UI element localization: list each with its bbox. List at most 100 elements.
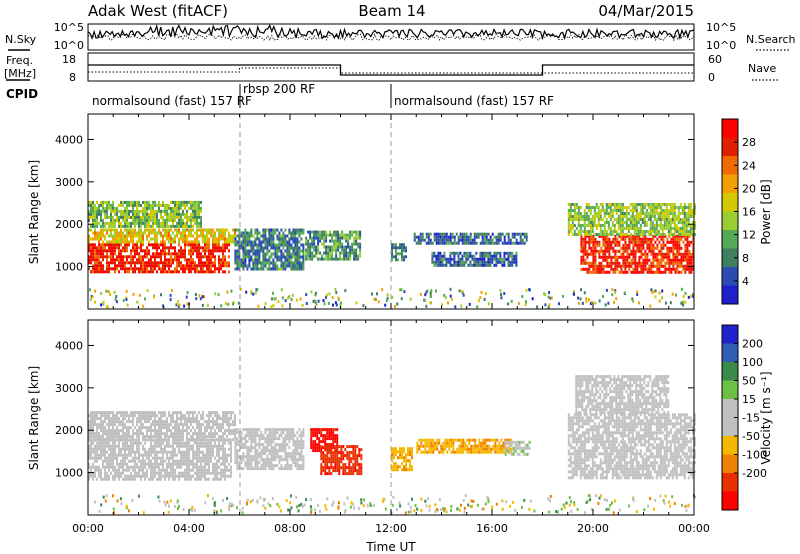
data-cell — [573, 230, 576, 233]
data-cell — [140, 255, 142, 259]
data-cell — [236, 255, 239, 259]
data-cell — [128, 468, 130, 472]
data-cell — [134, 264, 136, 268]
data-cell — [465, 260, 468, 264]
data-cell — [180, 417, 182, 421]
data-cell — [92, 212, 94, 216]
data-cell — [282, 252, 285, 256]
data-cell — [286, 264, 289, 268]
data-cell — [202, 240, 204, 244]
speckle-cell — [169, 293, 172, 297]
data-cell — [669, 212, 672, 215]
data-cell — [234, 255, 237, 259]
data-cell — [616, 267, 619, 271]
data-cell — [92, 267, 94, 271]
data-cell — [246, 255, 249, 259]
data-cell — [663, 233, 666, 236]
data-cell — [357, 230, 360, 234]
data-cell — [665, 221, 668, 224]
data-cell — [339, 251, 342, 255]
data-cell — [100, 474, 102, 478]
data-cell — [569, 206, 572, 209]
data-cell — [509, 251, 512, 255]
data-cell — [194, 231, 196, 235]
data-cell — [106, 459, 108, 463]
data-cell — [228, 447, 230, 451]
data-cell — [144, 465, 146, 469]
data-cell — [681, 209, 684, 212]
data-cell — [260, 264, 263, 268]
data-cell — [664, 267, 667, 271]
data-cell — [116, 206, 118, 210]
speckle-cell — [376, 292, 378, 296]
data-cell — [254, 261, 257, 265]
data-cell — [445, 235, 448, 239]
data-cell — [100, 456, 102, 460]
data-cell — [114, 218, 116, 222]
data-cell — [196, 459, 198, 463]
data-cell — [158, 423, 160, 427]
data-cell — [138, 228, 140, 232]
data-cell — [170, 417, 172, 421]
data-cell — [619, 215, 622, 218]
data-cell — [266, 240, 269, 244]
data-cell — [286, 249, 289, 253]
data-cell — [192, 456, 194, 460]
data-cell — [351, 251, 354, 255]
data-cell — [683, 203, 686, 206]
data-cell — [112, 243, 114, 247]
speckle-cell — [377, 300, 380, 304]
data-cell — [463, 232, 466, 236]
data-cell — [671, 233, 674, 236]
data-cell — [635, 215, 638, 218]
y-tick-label: 1000 — [55, 261, 83, 274]
data-cell — [689, 209, 692, 212]
data-cell — [341, 230, 344, 234]
data-cell — [196, 206, 198, 210]
cpid-segment-2: rbsp 200 RF — [243, 82, 315, 96]
data-cell — [208, 270, 210, 274]
data-cell — [144, 209, 146, 213]
data-cell — [495, 257, 498, 261]
data-cell — [218, 237, 220, 241]
data-cell — [104, 246, 106, 250]
speckle-cell — [257, 304, 260, 308]
data-cell — [170, 264, 172, 268]
data-cell — [106, 456, 108, 460]
data-cell — [501, 263, 504, 267]
data-cell — [660, 255, 663, 259]
speckle-cell — [649, 304, 652, 308]
data-cell — [335, 239, 338, 243]
data-cell — [670, 249, 673, 253]
data-cell — [637, 230, 640, 233]
data-cell — [92, 435, 94, 439]
data-cell — [687, 212, 690, 215]
data-cell — [184, 462, 186, 466]
data-cell — [669, 206, 672, 209]
data-cell — [180, 231, 182, 235]
data-cell — [688, 234, 691, 238]
data-cell — [606, 270, 609, 274]
data-cell — [184, 423, 186, 427]
data-cell — [92, 420, 94, 424]
data-cell — [162, 234, 164, 238]
data-cell — [618, 240, 621, 244]
data-cell — [122, 420, 124, 424]
data-cell — [108, 465, 110, 469]
data-cell — [152, 264, 154, 268]
data-cell — [288, 237, 291, 241]
data-cell — [190, 212, 192, 216]
data-cell — [435, 235, 438, 239]
data-cell — [148, 462, 150, 466]
data-cell — [290, 267, 293, 271]
data-cell — [180, 267, 182, 271]
data-cell — [124, 240, 126, 244]
data-cell — [588, 234, 591, 238]
data-cell — [92, 215, 94, 219]
data-cell — [154, 432, 156, 436]
data-cell — [677, 209, 680, 212]
data-cell — [150, 435, 152, 439]
data-cell — [108, 215, 110, 219]
data-cell — [152, 414, 154, 418]
data-cell — [592, 255, 595, 259]
